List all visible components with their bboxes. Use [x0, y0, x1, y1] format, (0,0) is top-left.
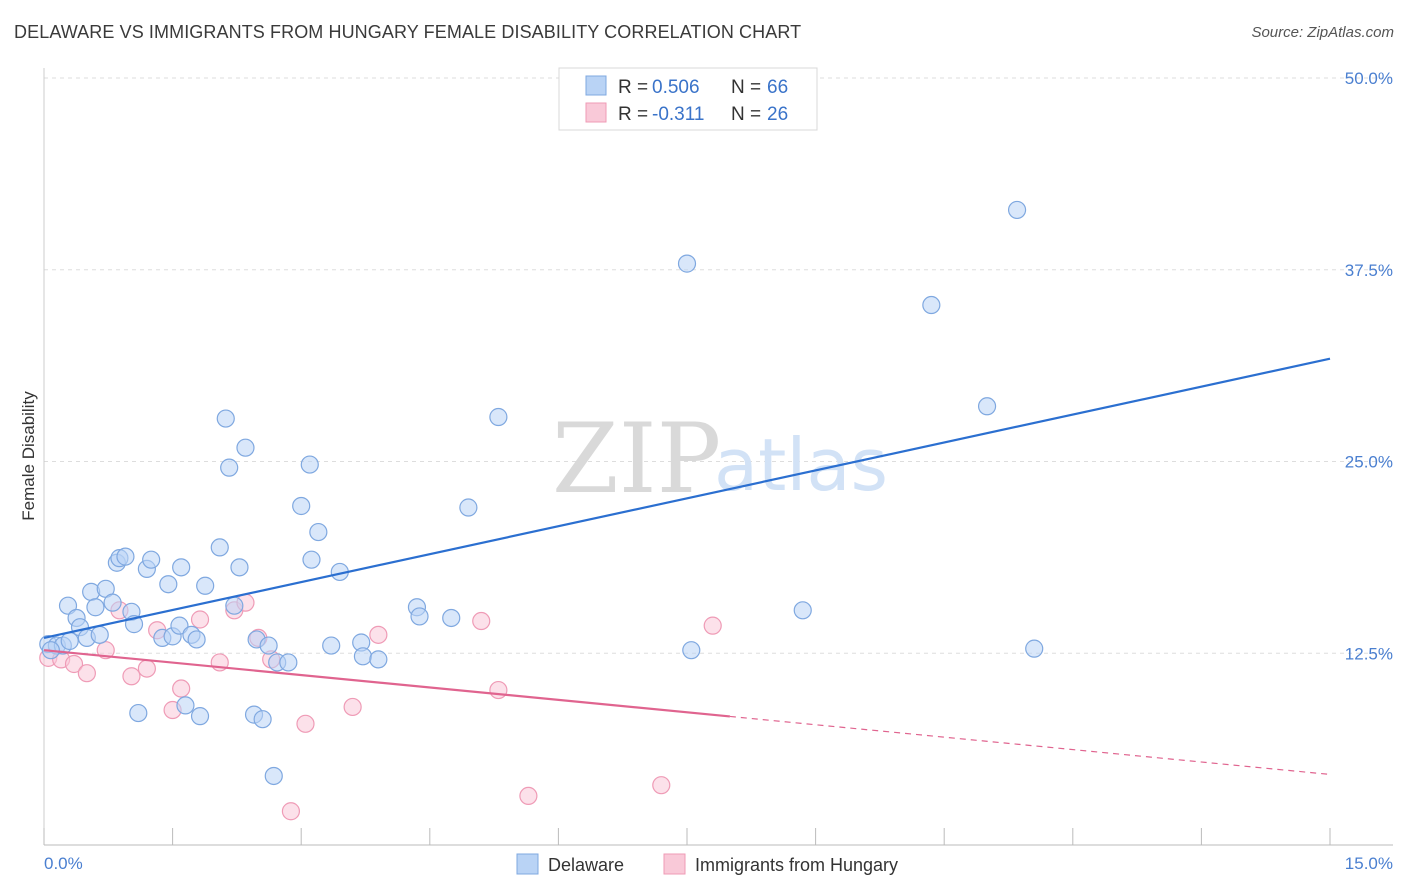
hungary-point	[77, 664, 96, 683]
hungary-point	[472, 611, 491, 631]
top-legend: R = 0.506 N = 66 R = -0.311 N = 26	[558, 67, 818, 131]
delaware-point	[682, 641, 701, 660]
delaware-point	[129, 703, 148, 723]
hungary-point	[64, 654, 84, 674]
delaware-point	[264, 766, 283, 786]
legend-r-value-delaware: 0.506	[652, 77, 700, 98]
y-tick-label: 50.0%	[1345, 69, 1393, 88]
legend-swatch-hungary	[585, 102, 607, 123]
legend-r-label-delaware: R =	[618, 77, 648, 98]
delaware-point	[236, 438, 255, 457]
delaware-point	[677, 254, 697, 273]
delaware-point	[230, 558, 249, 577]
bottom-legend-swatch-hungary	[663, 853, 686, 875]
points-layer	[39, 200, 1044, 821]
delaware-point	[159, 575, 178, 594]
delaware-point	[1007, 200, 1027, 220]
delaware-point	[187, 630, 206, 649]
delaware-point	[58, 596, 78, 615]
delaware-point	[459, 498, 478, 517]
delaware-trendline	[43, 357, 1331, 639]
legend-r-value-hungary: -0.311	[652, 104, 704, 125]
delaware-point	[442, 608, 461, 628]
delaware-point	[292, 496, 311, 516]
delaware-point	[172, 558, 191, 577]
chart-title: DELAWARE VS IMMIGRANTS FROM HUNGARY FEMA…	[14, 22, 802, 42]
legend-n-label-delaware: N =	[731, 77, 761, 98]
delaware-point	[300, 455, 319, 474]
delaware-point	[253, 710, 272, 729]
delaware-point	[1025, 639, 1044, 658]
delaware-point	[410, 607, 429, 626]
legend-n-value-hungary: 26	[767, 104, 788, 125]
y-axis-label: Female Disability	[19, 391, 38, 521]
delaware-point	[103, 593, 122, 612]
bottom-legend-swatch-delaware	[516, 853, 539, 875]
delaware-point	[322, 636, 341, 655]
delaware-point	[176, 696, 195, 715]
delaware-point	[353, 647, 373, 666]
delaware-point	[279, 653, 298, 672]
delaware-point	[489, 407, 508, 427]
x-tick-label-max: 15.0%	[1345, 854, 1393, 873]
delaware-point	[170, 616, 189, 635]
delaware-point	[220, 458, 239, 477]
delaware-point	[259, 636, 278, 655]
watermark-atlas: atlas	[714, 423, 888, 507]
hungary-point	[281, 802, 301, 821]
hungary-trendline	[43, 649, 730, 718]
legend-r-label-hungary: R =	[618, 104, 648, 125]
delaware-point	[210, 538, 229, 557]
hungary-point	[519, 786, 538, 806]
delaware-point	[190, 707, 210, 726]
y-tick-label: 12.5%	[1345, 644, 1393, 663]
bottom-legend-label-delaware: Delaware	[548, 855, 624, 875]
delaware-point	[977, 397, 997, 416]
hungary-point	[172, 679, 191, 698]
x-tick-label-min: 0.0%	[44, 854, 83, 873]
hungary-point	[369, 625, 388, 644]
delaware-point	[90, 625, 109, 644]
y-tick-labels: 12.5% 25.0% 37.5% 50.0%	[1345, 69, 1393, 663]
delaware-point	[309, 522, 328, 542]
hungary-trendline-extension	[729, 715, 1331, 776]
legend-n-label-hungary: N =	[731, 104, 761, 125]
hungary-point	[122, 667, 141, 686]
hungary-point	[343, 697, 362, 717]
delaware-point	[922, 295, 941, 315]
watermark: ZIP atlas	[552, 403, 888, 515]
delaware-point	[793, 601, 812, 620]
trend-layer	[43, 357, 1331, 776]
axis-layer	[43, 68, 1393, 846]
bottom-legend-label-hungary: Immigrants from Hungary	[695, 855, 898, 875]
delaware-point	[216, 409, 235, 428]
x-tick-labels: 0.0% 15.0%	[44, 854, 1393, 873]
hungary-point	[489, 680, 508, 700]
bottom-legend: Delaware Immigrants from Hungary	[516, 853, 898, 875]
hungary-point	[137, 659, 156, 678]
hungary-point	[296, 714, 315, 733]
y-tick-label: 25.0%	[1345, 453, 1393, 472]
delaware-point	[369, 650, 388, 669]
delaware-point	[116, 547, 135, 566]
legend-n-value-delaware: 66	[767, 77, 788, 98]
y-tick-label: 37.5%	[1345, 261, 1393, 280]
delaware-point	[142, 550, 161, 569]
hungary-point	[703, 616, 722, 635]
watermark-zip: ZIP	[552, 403, 721, 515]
delaware-point	[225, 596, 244, 615]
delaware-point	[302, 550, 321, 569]
delaware-point	[86, 598, 105, 617]
delaware-point	[196, 576, 215, 595]
hungary-point	[652, 776, 671, 795]
chart-source: Source: ZipAtlas.com	[1251, 24, 1394, 41]
hungary-point	[190, 610, 210, 629]
legend-swatch-delaware	[585, 75, 607, 96]
